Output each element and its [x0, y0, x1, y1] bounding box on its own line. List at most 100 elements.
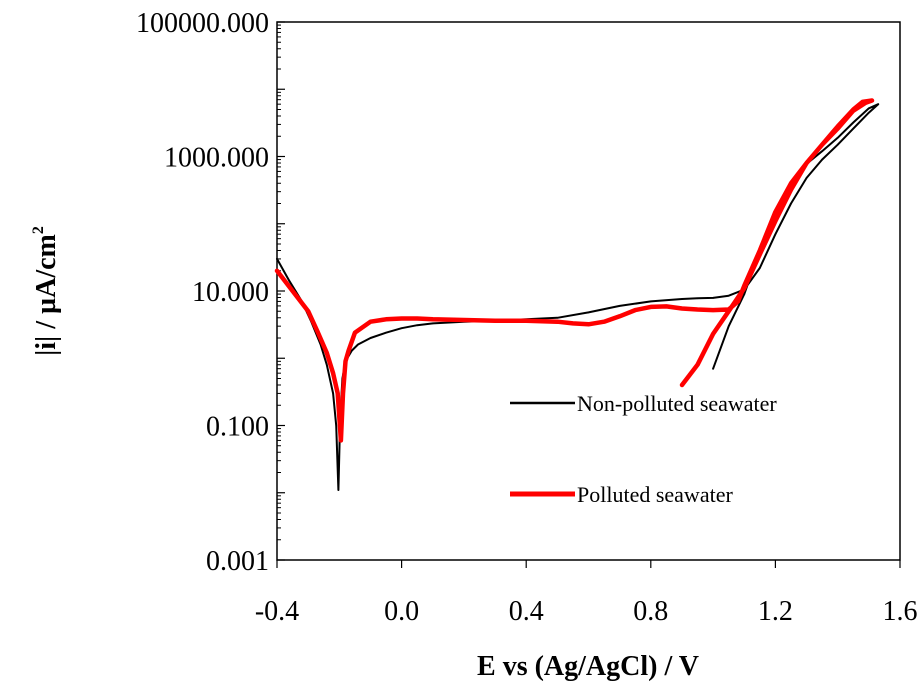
series-group [274, 98, 880, 491]
data-point [712, 367, 714, 370]
y-tick-label: 1000.000 [164, 143, 269, 174]
data-point [288, 280, 291, 283]
x-axis-title: E vs (Ag/AgCl) / V [477, 651, 699, 682]
y-tick-label: 0.001 [206, 546, 269, 577]
data-point [357, 343, 359, 346]
data-point [790, 182, 792, 185]
legend-label-non-polluted: Non-polluted seawater [577, 391, 777, 416]
series-non-polluted [276, 103, 880, 491]
data-point [432, 322, 434, 325]
data-point [344, 360, 347, 363]
data-point [836, 143, 839, 146]
data-point [868, 107, 870, 110]
plot-frame [276, 21, 901, 561]
data-point [821, 158, 823, 161]
data-point [852, 109, 855, 112]
data-point [712, 297, 714, 299]
data-point [332, 372, 334, 375]
data-point [385, 331, 387, 334]
data-point [463, 319, 465, 321]
plot-area: 0.001 0.100 10.000 1000.000 100000.000 -0.4 0… [136, 8, 918, 627]
y-axis-title-main: |i| / µA/cm [31, 234, 62, 356]
data-point [369, 337, 372, 339]
series-line [274, 98, 875, 443]
data-point [276, 258, 278, 260]
data-point [852, 108, 855, 111]
data-point [774, 233, 777, 235]
x-tick-label: 0.4 [509, 596, 544, 627]
data-point [650, 306, 652, 308]
data-point [852, 121, 855, 124]
data-point [665, 305, 668, 308]
data-point [821, 150, 823, 152]
data-point [868, 111, 870, 114]
data-point [737, 300, 739, 303]
data-point [681, 384, 683, 386]
data-point [618, 305, 621, 307]
data-point [400, 327, 403, 330]
data-point [603, 320, 605, 323]
data-point [587, 311, 590, 314]
data-point [836, 125, 839, 128]
data-point [681, 307, 683, 310]
legend-label-polluted: Polluted seawater [577, 482, 733, 507]
data-point [332, 392, 334, 395]
y-tick-label: 0.100 [206, 412, 269, 443]
data-point [852, 127, 855, 130]
data-point [385, 318, 387, 321]
y-axis-title: |i| / µA/cm2 [30, 226, 62, 356]
data-point [525, 320, 527, 322]
data-point [696, 297, 699, 300]
data-point [556, 317, 559, 319]
data-point [836, 137, 839, 139]
data-point [821, 143, 823, 146]
data-point [291, 290, 294, 292]
data-point [696, 308, 699, 311]
x-tick-label: 0.0 [384, 596, 419, 627]
data-point [727, 294, 730, 297]
x-tick-label: 0.8 [633, 596, 668, 627]
data-point [743, 293, 746, 295]
data-point [877, 103, 879, 105]
x-axis: -0.4 0.0 0.4 0.8 1.2 1.6 [255, 560, 918, 627]
data-point [416, 317, 419, 320]
data-point [759, 249, 761, 252]
data-point [743, 287, 746, 290]
data-point [347, 349, 350, 352]
data-point [727, 310, 730, 313]
data-point [326, 352, 328, 354]
data-point [316, 330, 319, 333]
y-tick-label: 100000.000 [136, 8, 269, 39]
data-point [743, 284, 746, 287]
data-point [790, 202, 792, 205]
x-tick-label: 1.6 [883, 596, 918, 627]
y-axis-title-sup: 2 [30, 226, 47, 234]
data-point [340, 439, 342, 442]
data-point [572, 322, 574, 325]
data-point [805, 177, 808, 179]
data-point [336, 392, 339, 395]
data-point [494, 320, 496, 322]
data-point [369, 320, 372, 323]
x-tick-label: 1.2 [758, 596, 793, 627]
data-point [759, 253, 761, 256]
data-point [712, 309, 714, 311]
data-point [354, 331, 356, 334]
data-point [790, 189, 792, 191]
data-point [400, 317, 403, 320]
data-point [432, 318, 434, 321]
data-point [774, 220, 777, 222]
data-point [712, 333, 714, 335]
data-point [864, 101, 867, 104]
data-point [861, 101, 864, 103]
data-point [727, 325, 730, 328]
y-axis: 0.001 0.100 10.000 1000.000 100000.000 [136, 8, 285, 577]
data-point [805, 162, 808, 164]
data-point [774, 211, 777, 213]
data-point [307, 310, 310, 313]
y-tick-label: 10.000 [192, 277, 269, 308]
data-point [650, 300, 652, 303]
data-point [276, 270, 278, 272]
data-point [556, 320, 559, 323]
